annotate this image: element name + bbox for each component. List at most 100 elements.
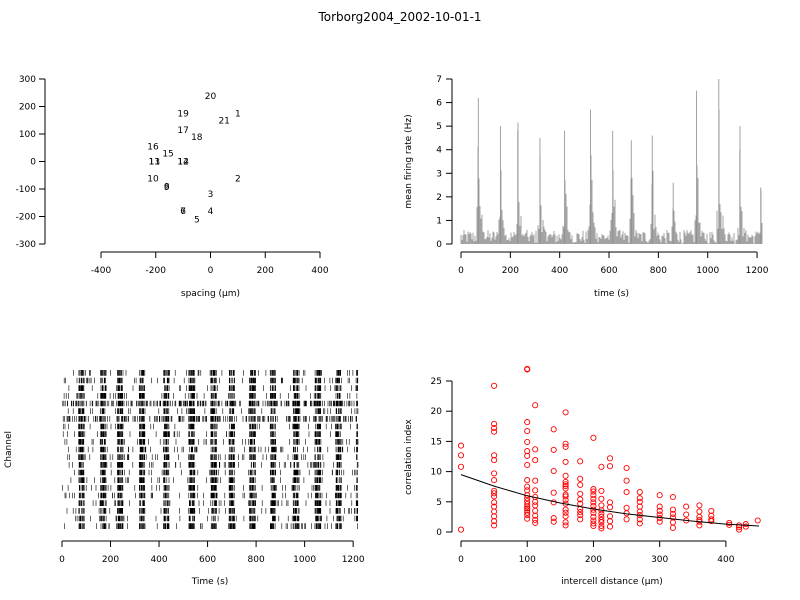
correlation-point bbox=[491, 518, 498, 525]
correlation-point bbox=[736, 526, 743, 533]
correlation-point bbox=[656, 503, 663, 510]
correlation-point bbox=[532, 516, 539, 523]
correlation-point bbox=[457, 442, 465, 449]
y-tick-label: 15 bbox=[431, 437, 442, 447]
x-axis-label: time (s) bbox=[594, 289, 629, 299]
correlation-point bbox=[524, 461, 531, 469]
correlation-point bbox=[708, 518, 715, 525]
x-tick-label: 200 bbox=[585, 555, 602, 565]
raster-row bbox=[67, 408, 359, 414]
correlation-point bbox=[550, 446, 557, 453]
correlation-point bbox=[532, 487, 539, 494]
correlation-point bbox=[457, 452, 465, 459]
raster-row bbox=[63, 377, 359, 384]
x-tick-label: 400 bbox=[717, 555, 734, 565]
correlation-point bbox=[562, 440, 569, 447]
raster-row bbox=[64, 439, 359, 445]
y-axis-label: Channel bbox=[4, 431, 14, 468]
correlation-point bbox=[696, 522, 703, 529]
correlation-point bbox=[524, 438, 531, 446]
correlation-point bbox=[598, 522, 605, 530]
correlation-point bbox=[606, 455, 614, 462]
correlation-point bbox=[457, 526, 465, 533]
correlation-point bbox=[656, 518, 663, 525]
raster-row bbox=[73, 370, 358, 376]
correlation-point bbox=[532, 402, 539, 409]
correlation-point bbox=[491, 470, 498, 477]
x-tick-label: 1200 bbox=[342, 555, 365, 565]
correlation-point bbox=[562, 522, 569, 529]
y-tick-label: 100 bbox=[19, 130, 36, 140]
correlation-point bbox=[669, 506, 676, 513]
x-tick-label: 200 bbox=[102, 555, 119, 565]
x-tick-label: 200 bbox=[257, 266, 274, 276]
correlation-point bbox=[590, 509, 597, 516]
spike-raster-panel: 0 200 400 600 800 1000 1200 Time (s) Channel bbox=[4, 370, 365, 587]
y-tick-label: -300 bbox=[16, 240, 37, 250]
correlation-point bbox=[590, 486, 597, 493]
y-tick-label: 10 bbox=[431, 468, 443, 478]
correlation-point bbox=[532, 519, 539, 526]
correlation-point bbox=[491, 428, 498, 435]
correlation-point bbox=[524, 419, 531, 426]
correlation-point bbox=[656, 492, 663, 499]
channel-label: 19 bbox=[177, 109, 189, 119]
correlation-point bbox=[656, 507, 663, 514]
raster-row bbox=[66, 508, 358, 514]
correlation-point bbox=[598, 525, 605, 532]
correlation-point bbox=[562, 481, 569, 488]
x-tick-label: 1000 bbox=[696, 266, 719, 276]
correlation-point bbox=[606, 504, 614, 511]
correlation-point bbox=[562, 519, 569, 526]
y-tick-label: 0 bbox=[30, 158, 36, 168]
correlation-point bbox=[590, 499, 597, 506]
raster-row bbox=[75, 515, 358, 522]
correlation-point bbox=[562, 478, 569, 485]
x-tick-label: 400 bbox=[150, 555, 167, 565]
x-tick-label: 0 bbox=[458, 266, 464, 276]
channel-label: 13 bbox=[149, 158, 160, 168]
channel-label: 9 bbox=[164, 183, 170, 193]
channel-label: 12 bbox=[177, 158, 188, 168]
correlation-point bbox=[562, 458, 569, 465]
correlation-point bbox=[726, 519, 733, 526]
correlation-point bbox=[606, 523, 614, 530]
correlation-point bbox=[636, 520, 643, 527]
y-tick-label: 20 bbox=[431, 407, 443, 417]
correlation-point bbox=[623, 489, 630, 496]
channel-label: 5 bbox=[194, 215, 200, 225]
x-tick-label: 600 bbox=[600, 266, 617, 276]
correlation-panel: 0 100 200 300 400 intercell distance (µm) 0 5 10… bbox=[404, 365, 761, 587]
electrode-layout-panel: -400 -200 0 200 400 spacing (µm) -300 -200 -100 0… bbox=[16, 75, 329, 299]
correlation-point bbox=[598, 516, 605, 523]
fit-curve bbox=[460, 474, 760, 527]
correlation-point bbox=[590, 488, 597, 495]
correlation-point bbox=[577, 458, 584, 465]
correlation-point bbox=[669, 510, 676, 517]
correlation-point bbox=[532, 457, 539, 464]
raster-row bbox=[62, 485, 358, 491]
y-tick-label: -200 bbox=[16, 213, 37, 223]
correlation-point bbox=[524, 477, 531, 484]
channel-label: 10 bbox=[147, 175, 159, 185]
y-tick-label: 25 bbox=[431, 377, 442, 387]
x-tick-label: 1000 bbox=[293, 555, 316, 565]
correlation-point bbox=[550, 426, 557, 433]
correlation-point bbox=[562, 443, 569, 450]
channel-label: 15 bbox=[162, 149, 173, 159]
channel-label: 11 bbox=[149, 158, 160, 168]
correlation-point bbox=[491, 522, 498, 529]
correlation-point bbox=[577, 490, 584, 497]
raster-row bbox=[68, 446, 358, 453]
correlation-point bbox=[590, 520, 597, 527]
correlation-point bbox=[524, 503, 531, 510]
correlation-point bbox=[696, 502, 703, 509]
correlation-point bbox=[577, 509, 584, 516]
raster-row bbox=[62, 400, 358, 407]
firing-rate-trace bbox=[460, 109, 763, 244]
correlation-point bbox=[524, 366, 531, 373]
correlation-point bbox=[532, 477, 539, 484]
raster-row bbox=[67, 454, 358, 460]
correlation-point bbox=[742, 523, 749, 530]
raster-row bbox=[64, 523, 358, 529]
